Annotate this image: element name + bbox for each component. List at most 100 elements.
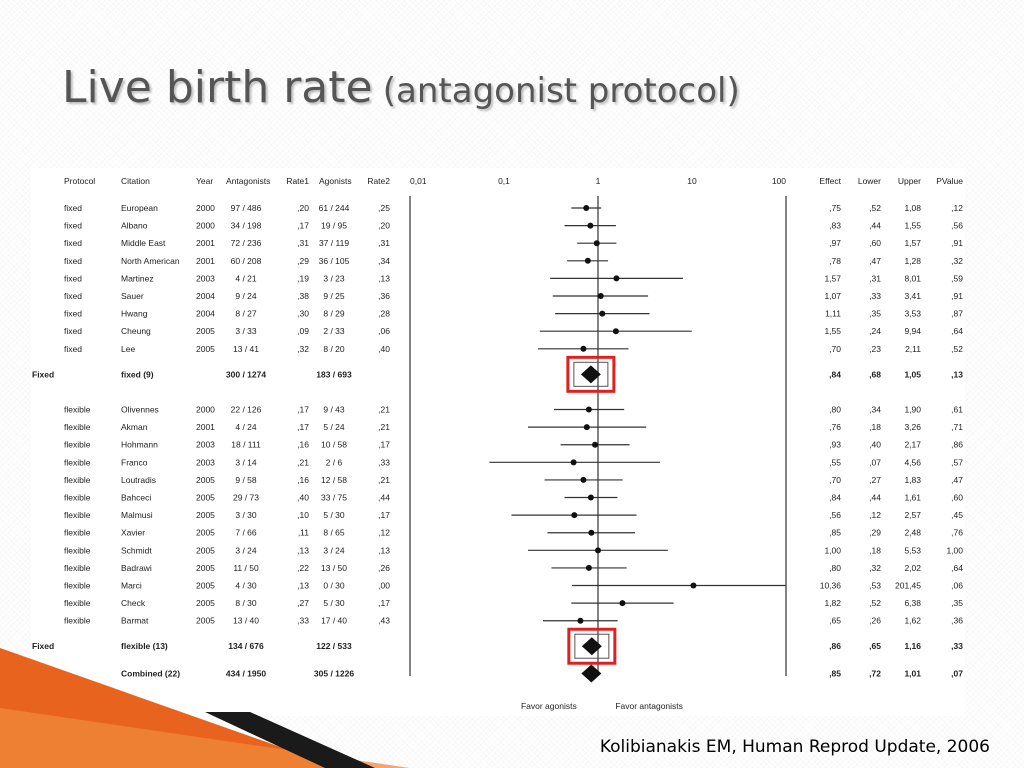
- study-pvalue: ,91: [951, 238, 963, 248]
- study-upper: 2,11: [905, 344, 921, 354]
- study-rate2: ,31: [378, 238, 390, 248]
- study-protocol: flexible: [64, 545, 91, 555]
- study-protocol: fixed: [64, 203, 82, 213]
- study-citation: Hwang: [121, 309, 148, 319]
- study-antagonists: 8 / 27: [235, 309, 257, 319]
- study-upper: 2,48: [904, 528, 921, 538]
- study-antagonists: 4 / 21: [235, 273, 257, 283]
- study-pvalue: ,64: [951, 563, 963, 573]
- study-year: 2005: [196, 563, 215, 573]
- study-rate2: ,36: [378, 291, 390, 301]
- study-effect: 1,11: [825, 309, 841, 319]
- study-protocol: fixed: [64, 273, 82, 283]
- study-lower: ,52: [869, 598, 881, 608]
- study-rate2: ,33: [378, 457, 390, 467]
- study-citation: Barmat: [121, 616, 149, 626]
- study-protocol: flexible: [64, 493, 91, 503]
- study-lower: ,27: [869, 475, 881, 485]
- study-lower: ,60: [869, 238, 881, 248]
- study-year: 2005: [196, 581, 215, 591]
- study-protocol: flexible: [64, 510, 91, 520]
- study-pvalue: ,06: [951, 581, 963, 591]
- study-year: 2000: [196, 405, 215, 415]
- study-effect: ,83: [829, 221, 841, 231]
- header-protocol: Protocol: [64, 176, 95, 186]
- study-effect: ,65: [829, 616, 841, 626]
- study-citation: Lee: [121, 344, 135, 354]
- effect-point: [585, 564, 592, 571]
- study-year: 2001: [196, 238, 215, 248]
- study-lower: ,40: [869, 440, 881, 450]
- study-lower: ,34: [869, 405, 881, 415]
- summary-lower: ,65: [869, 641, 881, 651]
- study-agonists: 5 / 24: [323, 422, 345, 432]
- study-pvalue: ,35: [951, 598, 963, 608]
- study-effect: 1,00: [824, 545, 841, 555]
- study-antagonists: 72 / 236: [231, 238, 262, 248]
- effect-point: [580, 345, 587, 352]
- study-effect: 1,55: [824, 326, 841, 336]
- study-rate1: ,17: [297, 422, 309, 432]
- overall-antagonists: 434 / 1950: [226, 669, 266, 679]
- study-effect: 1,07: [824, 291, 841, 301]
- study-pvalue: ,61: [951, 405, 963, 415]
- study-agonists: 17 / 40: [321, 616, 347, 626]
- study-protocol: fixed: [64, 256, 82, 266]
- study-upper: 1,90: [904, 405, 921, 415]
- study-citation: Martinez: [121, 273, 154, 283]
- study-year: 2003: [196, 440, 215, 450]
- study-lower: ,12: [869, 510, 881, 520]
- study-rate2: ,34: [378, 256, 390, 266]
- study-pvalue: ,47: [951, 475, 963, 485]
- decor-black-stripe: [205, 712, 375, 768]
- study-protocol: flexible: [64, 475, 91, 485]
- summary-pvalue: ,13: [951, 369, 963, 379]
- study-effect: ,70: [829, 475, 841, 485]
- study-protocol: flexible: [64, 422, 91, 432]
- study-protocol: fixed: [64, 344, 82, 354]
- forest-plot-panel: Protocol Citation Year Antagonists Rate1 Agon…: [31, 168, 965, 716]
- study-pvalue: ,12: [951, 203, 963, 213]
- summary-upper: 1,16: [904, 641, 921, 651]
- study-antagonists: 13 / 40: [233, 616, 259, 626]
- study-protocol: flexible: [64, 598, 91, 608]
- study-antagonists: 4 / 30: [235, 581, 257, 591]
- effect-point: [583, 424, 590, 431]
- header-antagonists: Antagonists: [226, 176, 270, 186]
- study-antagonists: 11 / 50: [233, 563, 259, 573]
- study-year: 2004: [196, 309, 215, 319]
- study-antagonists: 9 / 24: [235, 291, 257, 301]
- header-pvalue: PValue: [936, 176, 963, 186]
- study-rate2: ,17: [378, 510, 390, 520]
- study-protocol: fixed: [64, 291, 82, 301]
- study-upper: 1,62: [904, 616, 921, 626]
- study-protocol: flexible: [64, 528, 91, 538]
- study-rate2: ,06: [378, 326, 390, 336]
- study-rate1: ,27: [297, 598, 309, 608]
- study-rate2: ,20: [378, 221, 390, 231]
- study-antagonists: 13 / 41: [233, 344, 259, 354]
- study-upper: 1,61: [904, 493, 921, 503]
- effect-point: [593, 240, 600, 247]
- study-citation: Middle East: [121, 238, 166, 248]
- effect-point: [613, 275, 620, 282]
- study-rate1: ,38: [297, 291, 309, 301]
- study-protocol: flexible: [64, 563, 91, 573]
- favor-agonists-label: Favor agonists: [521, 701, 577, 711]
- study-lower: ,18: [869, 422, 881, 432]
- x-tick-label: 0,1: [498, 176, 510, 186]
- study-upper: 5,53: [904, 545, 921, 555]
- study-lower: ,26: [869, 616, 881, 626]
- study-rate2: ,17: [378, 598, 390, 608]
- study-rate1: ,10: [297, 510, 309, 520]
- study-lower: ,44: [869, 493, 881, 503]
- study-upper: 2,17: [904, 440, 921, 450]
- effect-point: [584, 257, 591, 264]
- study-lower: ,47: [869, 256, 881, 266]
- study-upper: 1,55: [904, 221, 921, 231]
- study-year: 2003: [196, 273, 215, 283]
- study-agonists: 8 / 65: [323, 528, 345, 538]
- effect-point: [583, 205, 590, 211]
- study-citation: Schmidt: [121, 545, 152, 555]
- study-year: 2003: [196, 457, 215, 467]
